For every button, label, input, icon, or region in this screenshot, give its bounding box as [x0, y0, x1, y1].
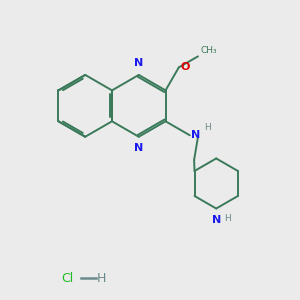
- Text: N: N: [212, 215, 221, 225]
- Text: O: O: [180, 62, 190, 72]
- Text: Cl: Cl: [62, 272, 74, 285]
- Text: N: N: [134, 58, 143, 68]
- Text: H: H: [204, 123, 211, 132]
- Text: H: H: [224, 214, 231, 223]
- Text: N: N: [134, 143, 143, 153]
- Text: N: N: [191, 130, 200, 140]
- Text: CH₃: CH₃: [200, 46, 217, 55]
- Text: H: H: [97, 272, 106, 285]
